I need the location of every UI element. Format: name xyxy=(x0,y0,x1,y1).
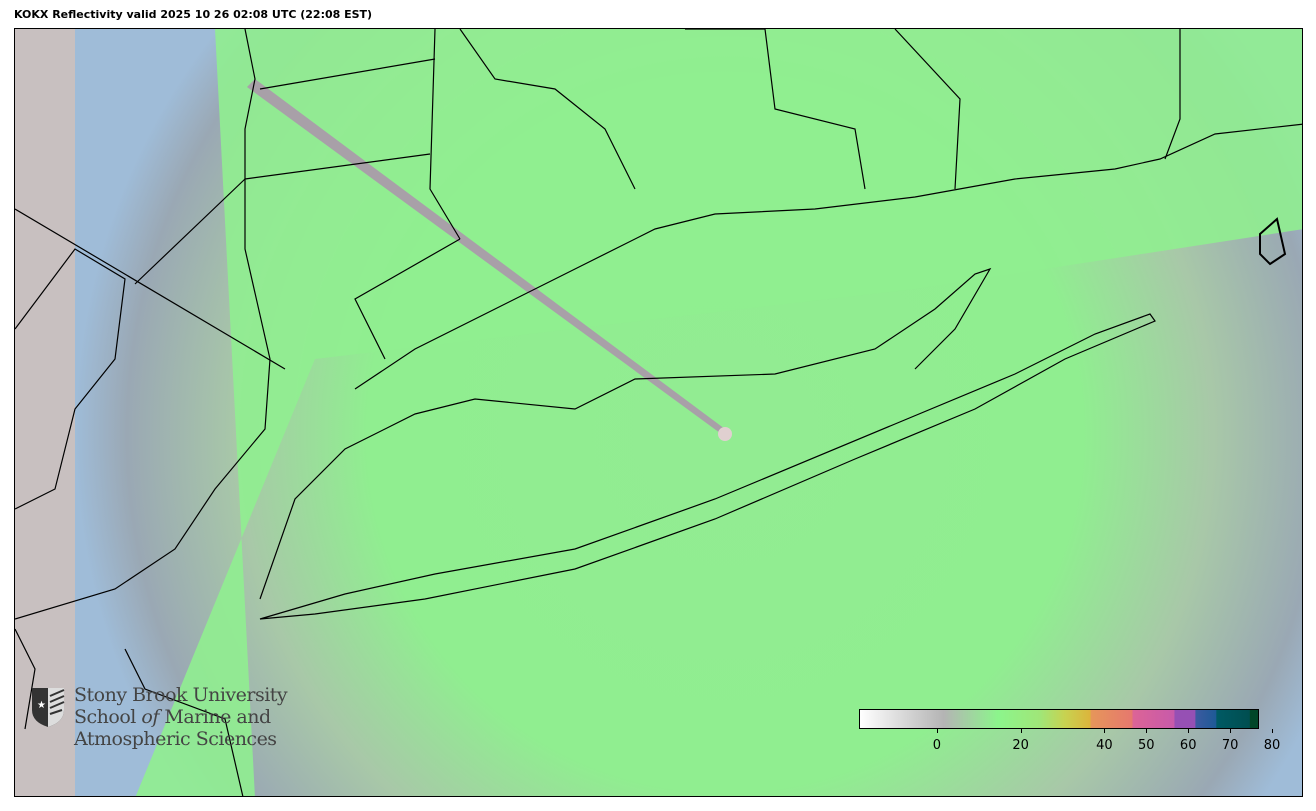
svg-text:★: ★ xyxy=(37,700,46,711)
reflectivity-colorbar xyxy=(859,709,1259,729)
radar-site xyxy=(718,427,732,441)
colorbar-tick xyxy=(1104,729,1106,733)
nj-west xyxy=(15,248,126,510)
colorbar-tick-label: 0 xyxy=(932,738,941,753)
map-title: KOKX Reflectivity valid 2025 10 26 02:08… xyxy=(14,8,373,21)
ct-coast xyxy=(354,123,1302,390)
long-island-coast xyxy=(259,313,1156,620)
long-island-north-shore xyxy=(259,267,992,600)
state-line-ny-ct xyxy=(429,29,461,240)
block-island xyxy=(1259,217,1287,266)
echo-north xyxy=(135,29,1302,796)
county-lines xyxy=(15,58,461,370)
boundaries xyxy=(15,29,1302,796)
colorbar-tick xyxy=(1272,729,1273,733)
colorbar-tick xyxy=(936,729,938,733)
county-lines-ct xyxy=(459,29,1181,190)
colorbar-tick-label: 50 xyxy=(1138,738,1155,753)
colorbar-tick xyxy=(1188,729,1190,733)
logo-line-1: Stony Brook University xyxy=(74,684,288,706)
university-shield-icon: ★ xyxy=(32,688,65,727)
colorbar-tick-label: 70 xyxy=(1221,738,1239,753)
logo-line-2a: School xyxy=(74,706,142,728)
nj-coast xyxy=(15,29,271,620)
radar-map[interactable] xyxy=(14,28,1303,797)
radar-map-svg xyxy=(15,29,1302,796)
colorbar-tick-label: 20 xyxy=(1012,738,1029,753)
colorbar-tick xyxy=(1146,729,1148,733)
logo-line-3: Atmospheric Sciences xyxy=(74,728,277,750)
colorbar-tick-label: 40 xyxy=(1096,738,1113,753)
colorbar-tick xyxy=(1020,729,1022,733)
colorbar-tick-label: 60 xyxy=(1179,738,1197,753)
beam-blockage xyxy=(247,79,725,433)
logo-line-2c: Marine and xyxy=(158,706,271,728)
logo-line-2b: of xyxy=(141,706,159,728)
colorbar-tick-label: 80 xyxy=(1263,738,1281,753)
colorbar-tick xyxy=(1230,729,1232,733)
nj-south xyxy=(15,628,244,796)
